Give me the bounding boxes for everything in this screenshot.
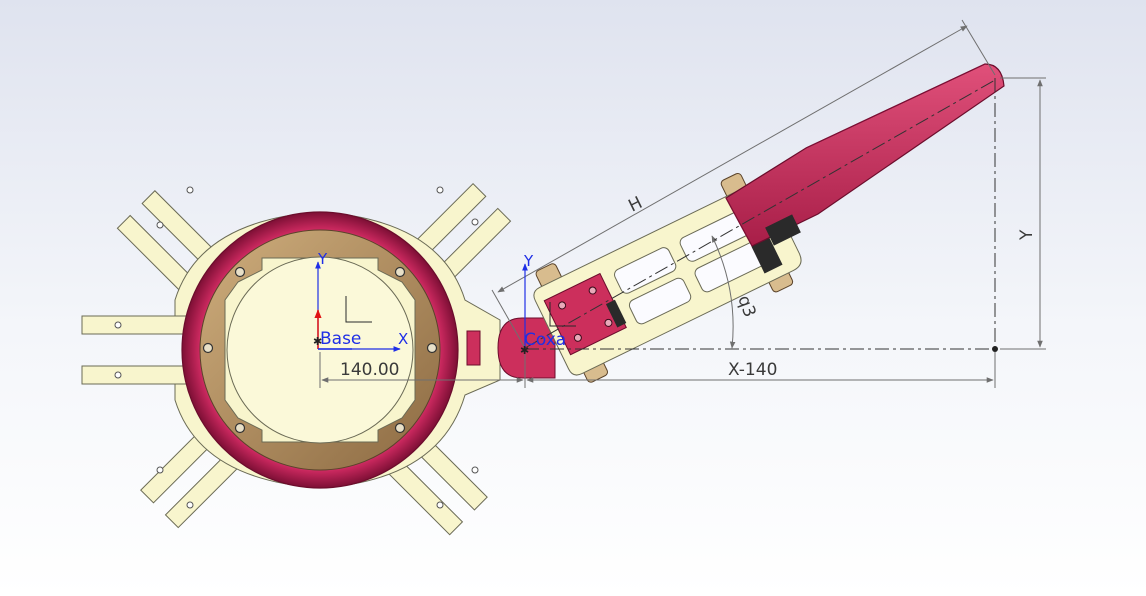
svg-text:✱: ✱ — [520, 344, 529, 357]
coxa-frame-label: Coxa — [524, 330, 566, 350]
base-connector — [466, 330, 481, 366]
foot-projection-point — [992, 346, 998, 352]
svg-text:✱: ✱ — [313, 335, 322, 348]
dimension-lines — [319, 19, 1046, 388]
coxa-frame[interactable]: ✱ Y Coxa — [520, 252, 576, 357]
base-y-axis-label: Y — [317, 250, 328, 268]
base-frame[interactable]: ✱ Y X Base — [313, 250, 408, 352]
dim-base-to-coxa[interactable]: 140.00 — [340, 360, 399, 380]
base-holes — [114, 186, 479, 509]
centerlines — [524, 78, 1000, 350]
base-arm-left-upper — [81, 315, 193, 335]
base-frame-label: Base — [320, 329, 361, 349]
base-center-disc — [226, 256, 414, 444]
turntable-screws — [202, 266, 438, 434]
dim-x-minus-140[interactable]: X-140 — [728, 360, 777, 380]
dim-y[interactable]: Y — [1017, 229, 1037, 241]
coxa-y-axis-label: Y — [523, 252, 534, 270]
base-x-axis-label: X — [398, 330, 408, 348]
base-arm-left-lower — [81, 365, 193, 385]
